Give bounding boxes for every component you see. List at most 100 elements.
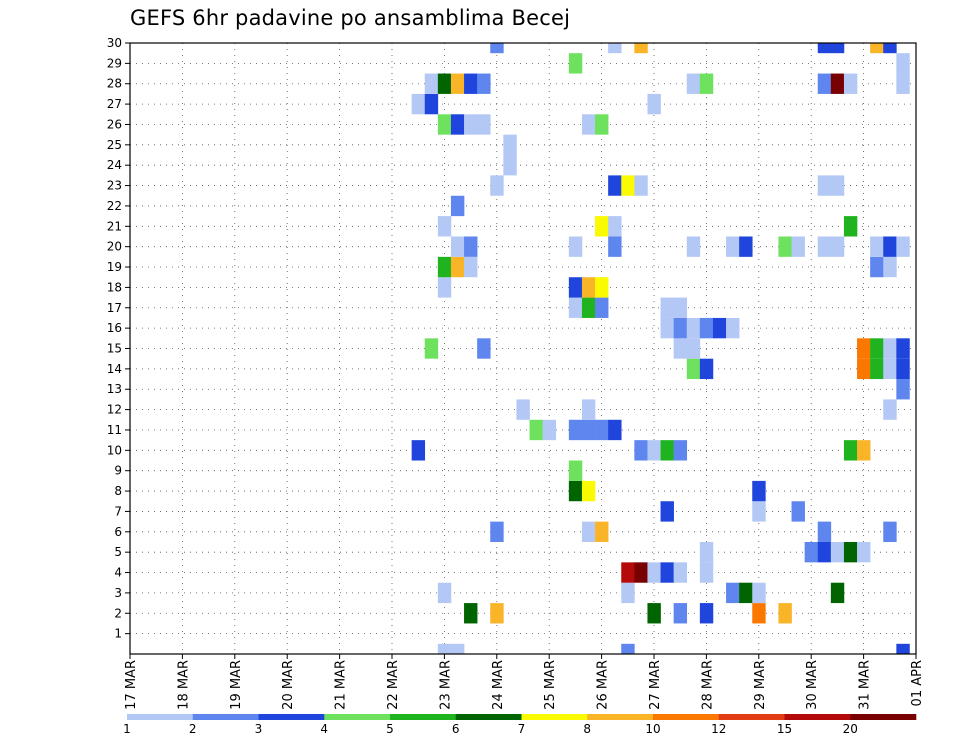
precip-cell <box>437 643 452 654</box>
precip-cell <box>752 501 766 522</box>
precip-cell <box>830 236 845 257</box>
precip-cell <box>739 236 753 257</box>
precip-cell <box>608 216 622 237</box>
colorbar-swatch <box>784 714 851 720</box>
precip-cell <box>726 582 740 604</box>
precip-cell <box>883 256 897 278</box>
precip-cell <box>568 460 583 481</box>
precip-cell <box>595 216 609 237</box>
x-tick-label: 19 MAR <box>229 660 244 710</box>
precip-cell <box>817 175 832 196</box>
precip-cell <box>516 399 530 420</box>
colorbar: 1 2 3 4 5 6 7 8 10 12 15 20 <box>123 714 917 736</box>
x-axis-ticks: 17 MAR 18 MAR 19 MAR 20 MAR 21 MAR 22 MAR 23 M… <box>124 654 925 710</box>
precip-cell <box>686 317 701 339</box>
precip-cell <box>686 358 701 380</box>
precip-cell <box>503 134 517 156</box>
precip-cell <box>503 155 517 176</box>
precip-cell <box>896 643 910 654</box>
precip-cell <box>490 521 504 542</box>
y-tick-label: 22 <box>107 199 122 213</box>
precip-cell <box>450 236 465 257</box>
precip-cell <box>568 480 583 502</box>
precip-cell <box>896 236 910 257</box>
precip-cell <box>896 358 910 380</box>
precip-cell <box>686 338 701 359</box>
precip-cell <box>660 440 674 461</box>
precip-cell <box>581 419 596 441</box>
precip-cell <box>673 603 688 624</box>
precip-cell <box>411 440 426 461</box>
precip-cell <box>581 480 596 502</box>
grid-lines <box>130 43 916 654</box>
y-tick-label: 19 <box>107 260 122 274</box>
precip-cell <box>857 338 871 359</box>
colorbar-label: 20 <box>843 722 858 736</box>
precip-cell <box>883 521 897 542</box>
precip-cell <box>712 317 727 339</box>
precip-cell <box>778 236 792 257</box>
precip-cell <box>621 582 635 604</box>
precip-cell <box>634 440 648 461</box>
x-tick-label: 26 MAR <box>596 660 611 710</box>
precip-cell <box>699 603 714 624</box>
precip-cell <box>843 216 858 237</box>
precip-cell <box>581 277 596 298</box>
precip-cell <box>660 297 674 318</box>
x-tick-label: 27 MAR <box>648 660 663 710</box>
y-tick-label: 29 <box>107 56 122 70</box>
precip-cell <box>634 562 648 583</box>
precip-cell <box>424 338 439 359</box>
chart-title: GEFS 6hr padavine po ansamblima Becej <box>130 6 571 30</box>
x-tick-label: 28 MAR <box>700 660 715 710</box>
x-tick-label: 01 APR <box>910 660 925 706</box>
precipitation-cells <box>411 43 910 654</box>
precip-cell <box>581 521 596 542</box>
precip-cell <box>660 562 674 583</box>
precip-cell <box>477 73 491 94</box>
precip-cell <box>464 114 478 135</box>
precip-cell <box>450 256 465 278</box>
colorbar-label: 12 <box>711 722 726 736</box>
precip-cell <box>450 73 465 94</box>
x-tick-label: 23 MAR <box>438 660 453 710</box>
precip-cell <box>490 603 504 624</box>
precip-cell <box>817 43 832 54</box>
precip-cell <box>830 73 845 94</box>
precip-cell <box>608 43 622 54</box>
y-tick-label: 10 <box>107 443 122 457</box>
precip-cell <box>424 93 439 115</box>
precip-cell <box>857 358 871 380</box>
precip-cell <box>647 93 661 115</box>
precip-cell <box>752 480 766 502</box>
y-tick-label: 26 <box>107 117 122 131</box>
precip-cell <box>647 440 661 461</box>
colorbar-swatch <box>390 714 457 720</box>
y-tick-label: 6 <box>114 525 122 539</box>
precip-cell <box>673 562 688 583</box>
precip-cell <box>424 73 439 94</box>
precip-cell <box>542 419 557 441</box>
y-tick-label: 18 <box>107 280 122 294</box>
precip-cell <box>673 440 688 461</box>
precip-cell <box>883 236 897 257</box>
precip-cell <box>529 419 543 441</box>
colorbar-swatch <box>258 714 325 720</box>
precip-cell <box>830 541 845 563</box>
precip-cell <box>568 53 583 74</box>
y-tick-label: 4 <box>114 566 122 580</box>
precip-cell <box>883 399 897 420</box>
colorbar-label: 2 <box>189 722 197 736</box>
y-tick-label: 12 <box>107 403 122 417</box>
colorbar-swatch <box>521 714 588 720</box>
precip-cell <box>857 440 871 461</box>
y-tick-label: 25 <box>107 138 122 152</box>
precip-cell <box>450 114 465 135</box>
precip-cell <box>699 317 714 339</box>
precip-cell <box>673 297 688 318</box>
y-tick-label: 13 <box>107 382 122 396</box>
colorbar-label: 6 <box>452 722 460 736</box>
y-tick-label: 2 <box>114 606 122 620</box>
precip-cell <box>870 358 884 380</box>
y-tick-label: 7 <box>114 504 122 518</box>
